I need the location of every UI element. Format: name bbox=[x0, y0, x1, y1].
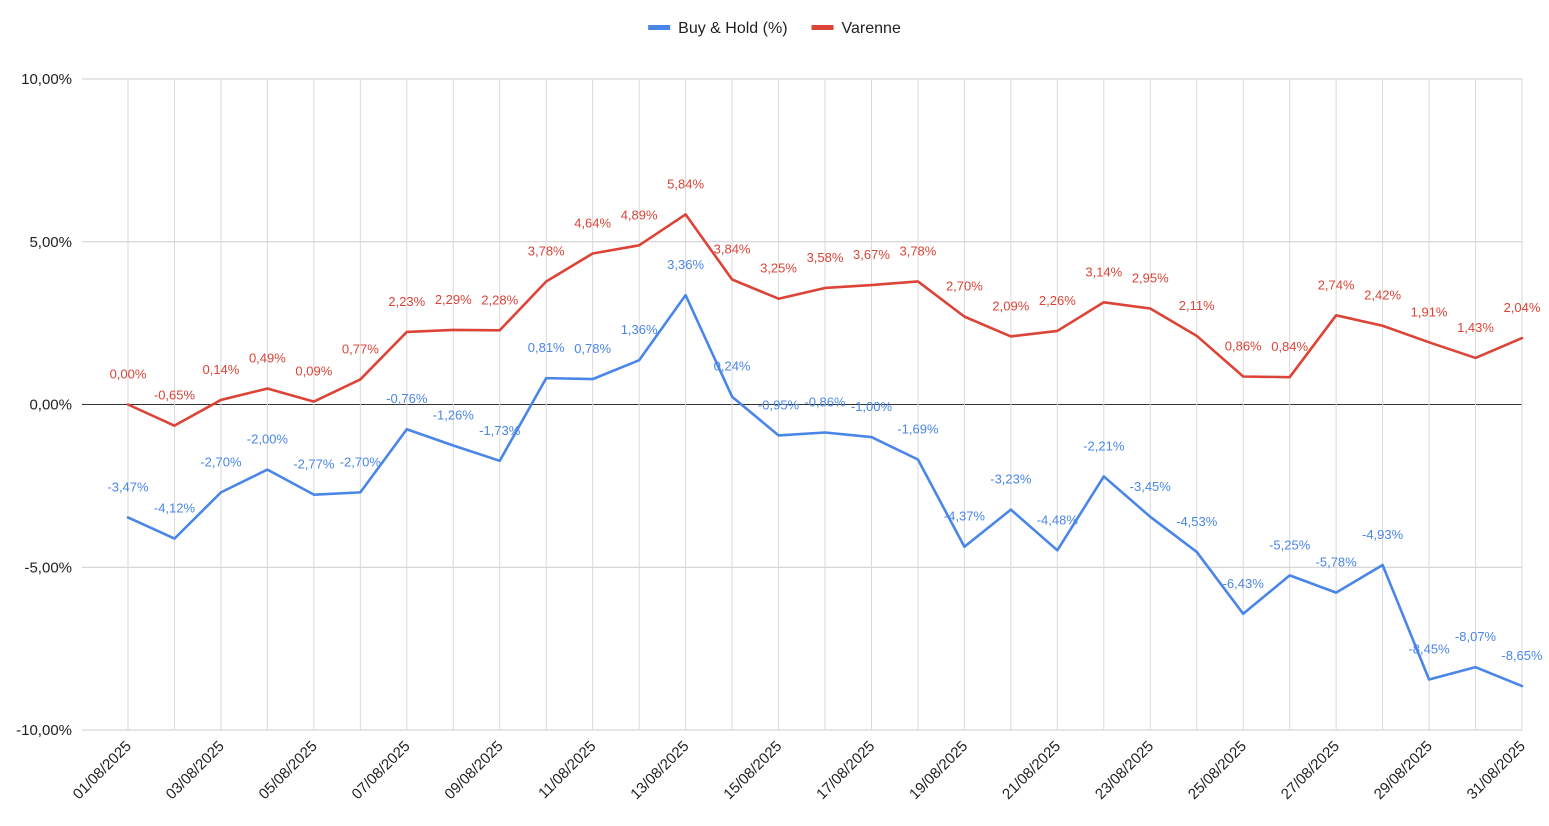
data-label: 2,04% bbox=[1504, 300, 1541, 315]
x-tick-label: 07/08/2025 bbox=[349, 738, 414, 803]
y-axis: 10,00% 5,00% 0,00% -5,00% -10,00% bbox=[16, 71, 72, 739]
x-tick-label: 11/08/2025 bbox=[535, 738, 599, 802]
data-label: 5,84% bbox=[667, 176, 704, 191]
x-tick-label: 15/08/2025 bbox=[720, 738, 785, 803]
data-label: -0,86% bbox=[804, 394, 846, 409]
data-label: -0,76% bbox=[386, 391, 428, 406]
data-label: 0,00% bbox=[110, 367, 147, 382]
data-label: 3,78% bbox=[528, 243, 565, 258]
data-label: 2,95% bbox=[1132, 270, 1169, 285]
data-label: 2,29% bbox=[435, 292, 472, 307]
data-label: -8,45% bbox=[1408, 642, 1450, 657]
data-label: 2,23% bbox=[388, 294, 425, 309]
x-tick-label: 27/08/2025 bbox=[1278, 738, 1343, 803]
data-label: -4,53% bbox=[1176, 514, 1218, 529]
data-label: 2,70% bbox=[946, 279, 983, 294]
data-label: -4,37% bbox=[944, 509, 986, 524]
data-label: 3,84% bbox=[714, 242, 751, 257]
data-label: -4,93% bbox=[1362, 527, 1404, 542]
data-label: 3,25% bbox=[760, 261, 797, 276]
data-label: 0,81% bbox=[528, 340, 565, 355]
legend-label: Varenne bbox=[842, 20, 901, 37]
y-tick-label: 0,00% bbox=[29, 397, 72, 414]
x-tick-label: 03/08/2025 bbox=[163, 738, 228, 803]
x-tick-label: 19/08/2025 bbox=[906, 738, 971, 803]
data-label: -5,25% bbox=[1269, 537, 1311, 552]
x-axis: 01/08/2025 03/08/2025 05/08/2025 07/08/2025… bbox=[70, 738, 1529, 803]
legend: Buy & Hold (%) Varenne bbox=[648, 20, 901, 37]
x-tick-label: 01/08/2025 bbox=[70, 738, 135, 803]
data-label: -2,21% bbox=[1083, 438, 1125, 453]
data-label: 3,14% bbox=[1085, 264, 1122, 279]
data-label: -1,69% bbox=[897, 422, 939, 437]
y-tick-label: -10,00% bbox=[16, 722, 72, 739]
data-label: 2,42% bbox=[1364, 288, 1401, 303]
data-label: -5,78% bbox=[1316, 555, 1358, 570]
data-label: -1,00% bbox=[851, 399, 893, 414]
y-tick-label: 5,00% bbox=[29, 234, 72, 251]
x-tick-label: 29/08/2025 bbox=[1371, 738, 1436, 803]
data-label: -2,70% bbox=[340, 454, 382, 469]
y-tick-label: 10,00% bbox=[21, 71, 72, 88]
data-label: -1,73% bbox=[479, 423, 521, 438]
grid bbox=[82, 78, 1523, 731]
y-tick-label: -5,00% bbox=[24, 559, 72, 576]
data-label: -8,65% bbox=[1501, 648, 1543, 663]
data-label: -8,07% bbox=[1455, 629, 1497, 644]
data-label: 2,74% bbox=[1318, 277, 1355, 292]
data-label: 2,09% bbox=[992, 298, 1029, 313]
data-label: 0,86% bbox=[1225, 339, 1262, 354]
data-label: 0,09% bbox=[295, 364, 332, 379]
data-label: 4,64% bbox=[574, 215, 611, 230]
data-label: 2,26% bbox=[1039, 293, 1076, 308]
x-tick-label: 31/08/2025 bbox=[1464, 738, 1529, 803]
x-tick-label: 21/08/2025 bbox=[999, 738, 1064, 803]
legend-swatch bbox=[811, 25, 834, 30]
data-label: 2,28% bbox=[481, 292, 518, 307]
data-label: -4,12% bbox=[154, 501, 196, 516]
series-layer bbox=[126, 213, 1524, 688]
data-label: 1,36% bbox=[621, 322, 658, 337]
data-label: 1,43% bbox=[1457, 320, 1494, 335]
data-label: 0,14% bbox=[202, 362, 239, 377]
x-tick-label: 23/08/2025 bbox=[1092, 738, 1157, 803]
data-label: 0,84% bbox=[1271, 339, 1308, 354]
data-label: 4,89% bbox=[621, 207, 658, 222]
data-label: 0,24% bbox=[714, 359, 751, 374]
x-tick-label: 25/08/2025 bbox=[1185, 738, 1250, 803]
data-label: -2,70% bbox=[200, 454, 242, 469]
x-tick-label: 09/08/2025 bbox=[441, 738, 506, 803]
data-label: -6,43% bbox=[1223, 576, 1265, 591]
data-label: 3,78% bbox=[899, 243, 936, 258]
data-label: -3,47% bbox=[107, 479, 149, 494]
x-tick-label: 17/08/2025 bbox=[813, 738, 878, 803]
data-label: -0,95% bbox=[758, 397, 800, 412]
data-label: -2,00% bbox=[247, 432, 289, 447]
data-label: -1,26% bbox=[433, 408, 475, 423]
x-tick-label: 13/08/2025 bbox=[627, 738, 692, 803]
data-label: 3,58% bbox=[807, 250, 844, 265]
data-label: -3,45% bbox=[1130, 479, 1172, 494]
data-label: -0,65% bbox=[154, 388, 196, 403]
data-label: 3,36% bbox=[667, 257, 704, 272]
legend-label: Buy & Hold (%) bbox=[678, 20, 787, 37]
data-label: -4,48% bbox=[1037, 512, 1079, 527]
data-label: -3,23% bbox=[990, 472, 1032, 487]
data-label: 0,77% bbox=[342, 341, 379, 356]
data-label: 0,49% bbox=[249, 351, 286, 366]
data-label: 3,67% bbox=[853, 247, 890, 262]
x-tick-label: 05/08/2025 bbox=[256, 738, 321, 803]
data-label: 0,78% bbox=[574, 341, 611, 356]
data-label: -2,77% bbox=[293, 457, 335, 472]
data-labels-layer: -3,47% -4,12% -2,70% -2,00% -2,77% -2,70% -0,7… bbox=[107, 176, 1543, 663]
data-label: 1,91% bbox=[1411, 304, 1448, 319]
data-label: 2,11% bbox=[1179, 298, 1215, 313]
legend-swatch bbox=[648, 25, 671, 30]
